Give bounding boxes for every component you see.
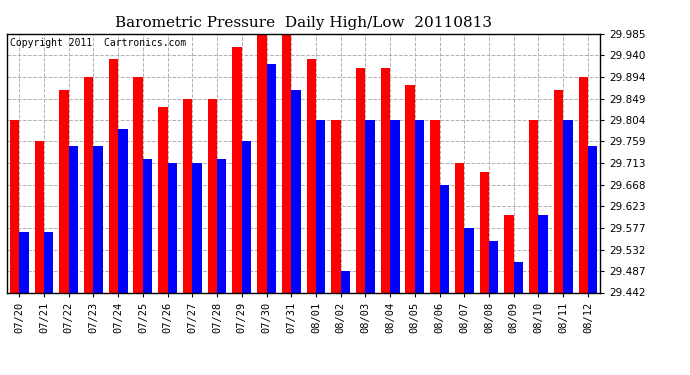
Bar <box>464 228 474 292</box>
Bar <box>168 163 177 292</box>
Bar <box>10 120 19 292</box>
Bar <box>578 77 588 292</box>
Bar <box>143 159 152 292</box>
Bar <box>381 68 390 292</box>
Bar <box>118 129 128 292</box>
Bar <box>306 60 316 292</box>
Bar <box>316 120 326 292</box>
Bar <box>390 120 400 292</box>
Bar <box>440 185 449 292</box>
Bar <box>241 141 251 292</box>
Bar <box>183 99 193 292</box>
Bar <box>291 90 301 292</box>
Bar <box>193 163 201 292</box>
Bar <box>34 141 44 292</box>
Bar <box>133 77 143 292</box>
Bar <box>430 120 440 292</box>
Bar <box>93 146 103 292</box>
Bar <box>588 146 598 292</box>
Bar <box>84 77 93 292</box>
Bar <box>554 90 563 292</box>
Bar <box>480 172 489 292</box>
Title: Barometric Pressure  Daily High/Low  20110813: Barometric Pressure Daily High/Low 20110… <box>115 16 492 30</box>
Bar <box>455 164 464 292</box>
Bar <box>257 34 266 292</box>
Bar <box>109 60 118 292</box>
Bar <box>208 99 217 292</box>
Bar <box>406 85 415 292</box>
Bar <box>69 146 78 292</box>
Bar <box>282 34 291 292</box>
Bar <box>341 271 350 292</box>
Bar <box>217 159 226 292</box>
Bar <box>489 241 498 292</box>
Bar <box>233 46 241 292</box>
Bar <box>366 120 375 292</box>
Bar <box>504 215 514 292</box>
Bar <box>59 90 69 292</box>
Bar <box>266 64 276 292</box>
Bar <box>19 232 29 292</box>
Bar <box>514 262 523 292</box>
Bar <box>158 107 168 292</box>
Bar <box>563 120 573 292</box>
Bar <box>331 120 341 292</box>
Bar <box>356 68 366 292</box>
Bar <box>415 120 424 292</box>
Bar <box>44 232 53 292</box>
Text: Copyright 2011  Cartronics.com: Copyright 2011 Cartronics.com <box>10 38 186 48</box>
Bar <box>529 120 538 292</box>
Bar <box>538 215 548 292</box>
